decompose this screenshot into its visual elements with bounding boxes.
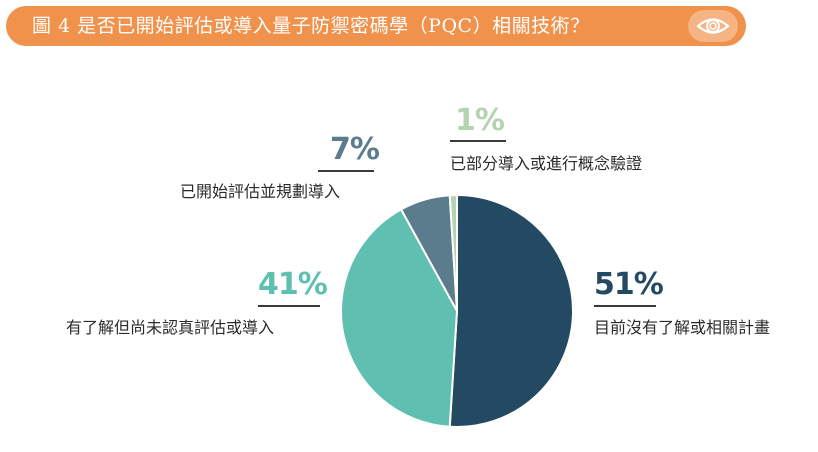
slice-41-percent: 41% bbox=[258, 267, 328, 302]
slice-41-label: 有了解但尚未認真評估或導入 bbox=[66, 318, 275, 337]
pie-slice-2 bbox=[340, 207, 459, 428]
slice-51-rule bbox=[594, 305, 656, 307]
chart-title: 圖 4 是否已開始評估或導入量子防禦密碼學（PQC）相關技術？ bbox=[32, 15, 590, 37]
slice-1-percent: 1% bbox=[455, 103, 505, 138]
title-banner: 圖 4 是否已開始評估或導入量子防禦密碼學（PQC）相關技術？ bbox=[6, 6, 746, 46]
eye-icon[interactable] bbox=[688, 10, 738, 42]
slice-51-percent: 51% bbox=[594, 267, 664, 302]
slice-51-label: 目前沒有了解或相關計畫 bbox=[594, 318, 771, 337]
slice-41-rule bbox=[258, 305, 320, 307]
slice-7-rule bbox=[318, 170, 374, 172]
pie-slice-4 bbox=[448, 193, 458, 312]
slice-1-label: 已部分導入或進行概念驗證 bbox=[450, 154, 643, 173]
slice-7-label: 已開始評估並規劃導入 bbox=[180, 182, 341, 201]
pie-slice-1 bbox=[448, 193, 574, 428]
slice-1-rule bbox=[450, 140, 506, 142]
slice-7-percent: 7% bbox=[330, 132, 380, 167]
